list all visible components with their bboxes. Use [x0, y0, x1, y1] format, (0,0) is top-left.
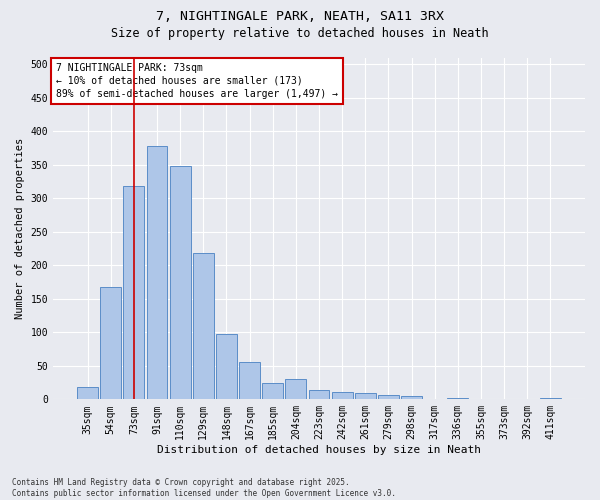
Bar	[448, 398, 468, 400]
Bar	[216, 334, 237, 400]
Bar	[77, 388, 98, 400]
Bar	[378, 394, 399, 400]
Text: 7 NIGHTINGALE PARK: 73sqm
← 10% of detached houses are smaller (173)
89% of semi: 7 NIGHTINGALE PARK: 73sqm ← 10% of detac…	[56, 62, 338, 99]
Bar	[332, 392, 353, 400]
Bar	[193, 253, 214, 400]
Text: 7, NIGHTINGALE PARK, NEATH, SA11 3RX: 7, NIGHTINGALE PARK, NEATH, SA11 3RX	[156, 10, 444, 23]
Text: Contains HM Land Registry data © Crown copyright and database right 2025.
Contai: Contains HM Land Registry data © Crown c…	[12, 478, 396, 498]
Bar	[100, 288, 121, 400]
Bar	[286, 379, 306, 400]
Bar	[146, 146, 167, 400]
Bar	[401, 396, 422, 400]
Bar	[355, 392, 376, 400]
Bar	[262, 382, 283, 400]
Y-axis label: Number of detached properties: Number of detached properties	[15, 138, 25, 319]
Text: Size of property relative to detached houses in Neath: Size of property relative to detached ho…	[111, 28, 489, 40]
X-axis label: Distribution of detached houses by size in Neath: Distribution of detached houses by size …	[157, 445, 481, 455]
Bar	[170, 166, 191, 400]
Bar	[540, 398, 561, 400]
Bar	[308, 390, 329, 400]
Bar	[124, 186, 145, 400]
Bar	[239, 362, 260, 400]
